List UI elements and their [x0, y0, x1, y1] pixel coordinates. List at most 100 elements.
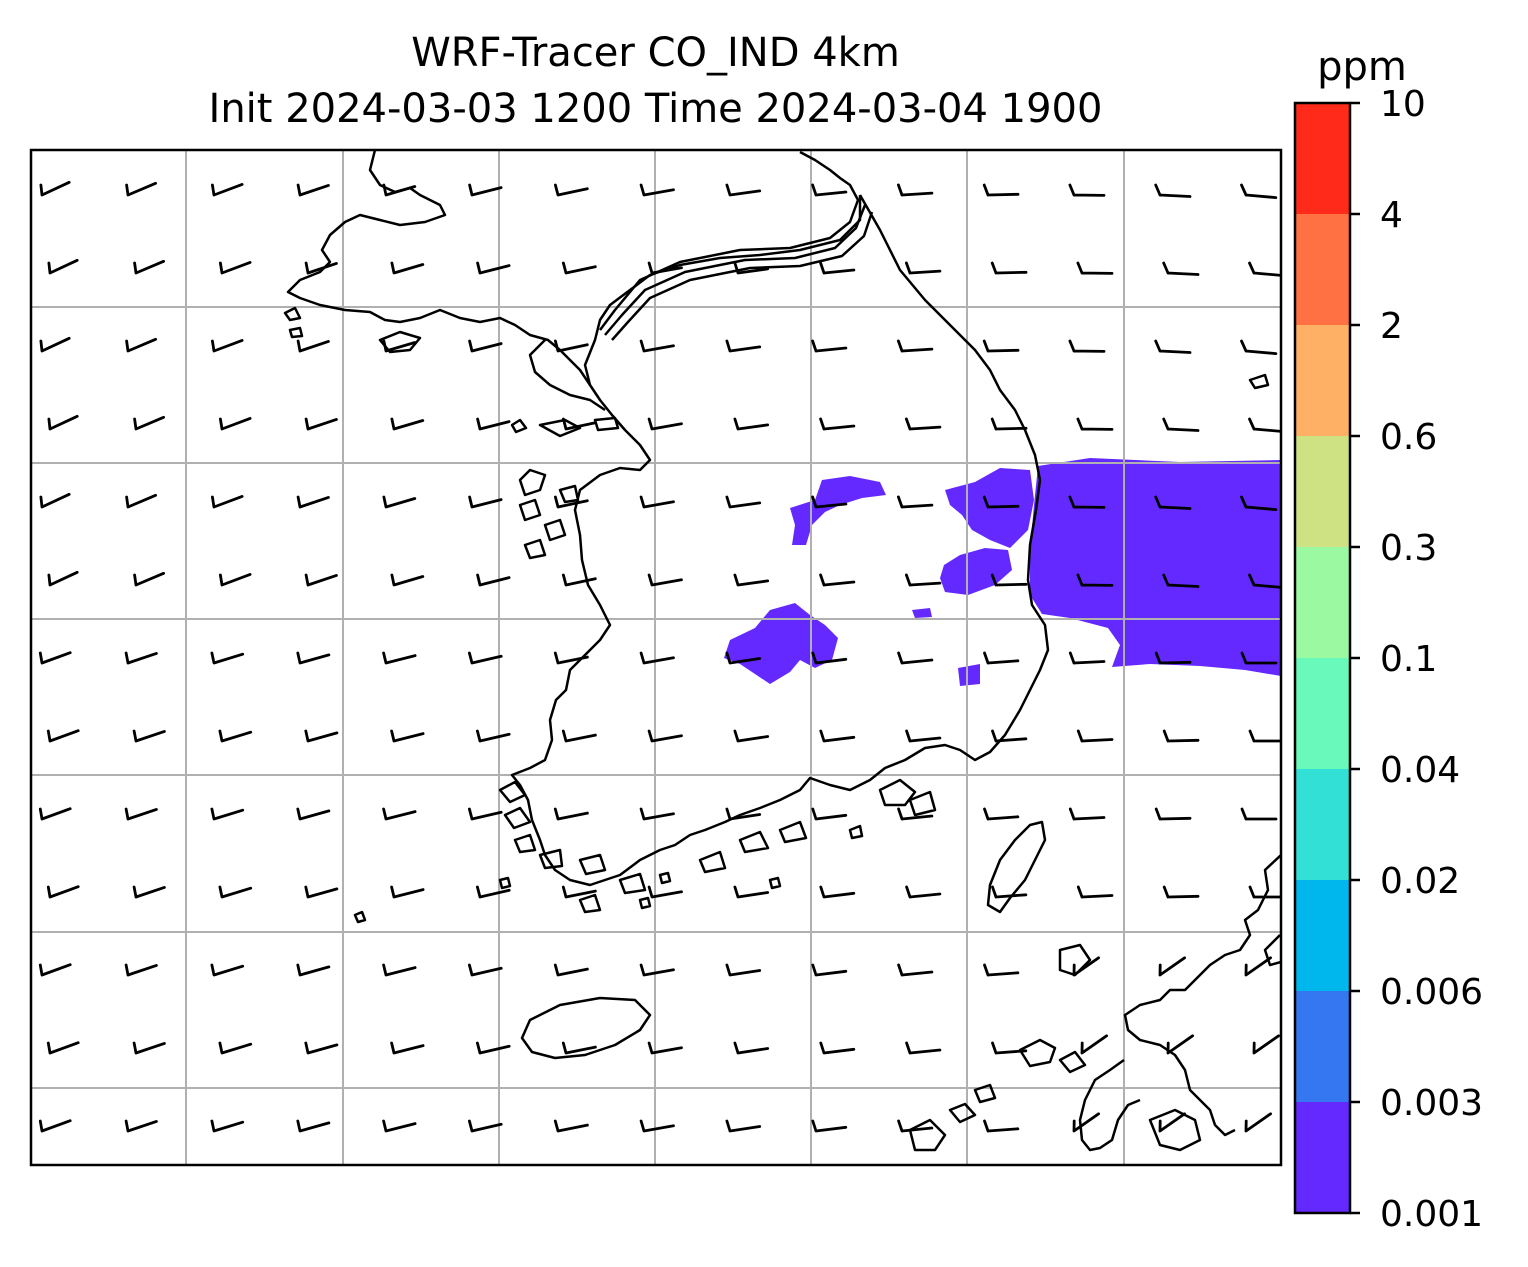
wind-barb [382, 807, 417, 821]
wind-barb [1244, 1112, 1272, 1133]
wind-barb [1158, 1112, 1186, 1133]
wind-barb [124, 1119, 158, 1133]
coastlines [283, 150, 1281, 1152]
wind-barb [390, 729, 425, 743]
wind-barb [38, 1119, 72, 1133]
wind-barb [210, 651, 245, 665]
wind-barb [982, 495, 1020, 509]
wind-barb [1248, 729, 1281, 743]
wind-barb [1240, 651, 1278, 665]
wind-barb [554, 183, 589, 197]
wind-barb [553, 807, 589, 821]
wind-barb [476, 417, 511, 431]
wind-barb [218, 1041, 253, 1055]
colorbar-tick-label: 0.003 [1380, 1083, 1483, 1124]
wind-barb [811, 651, 848, 665]
wind-barb [133, 415, 165, 431]
wind-barb [1154, 495, 1192, 510]
colorbar-tick-label: 4 [1380, 195, 1403, 236]
colorbar-bin [1295, 436, 1350, 547]
wind-barb [983, 963, 1020, 977]
colorbar-bin [1295, 214, 1350, 325]
wind-barb [639, 183, 675, 197]
colorbar-bin [1295, 769, 1350, 880]
colorbar-bin [1295, 880, 1350, 991]
china-korea-border-inner [604, 204, 867, 336]
wind-barb [1166, 1034, 1194, 1055]
wind-barb [725, 963, 762, 977]
wind-barb [133, 259, 165, 275]
wind-barb [647, 1041, 683, 1055]
wind-barb [47, 414, 79, 431]
wind-barb [991, 1041, 1028, 1055]
wind-barb [39, 180, 71, 197]
small-island-7 [1248, 373, 1270, 390]
wind-barb [132, 729, 166, 743]
jeju-island [520, 996, 652, 1060]
small-island-2 [288, 326, 304, 339]
wind-barb [219, 573, 252, 587]
wind-barb [990, 573, 1028, 587]
wind-barb [811, 339, 848, 353]
small-island-6 [593, 416, 620, 432]
wind-barb [905, 417, 942, 431]
wind-barb [725, 651, 762, 665]
wind-barb [725, 183, 762, 197]
wind-barb [476, 261, 511, 275]
wind-barb [1068, 807, 1106, 821]
wind-barb [382, 963, 417, 977]
wind-barb [1076, 417, 1114, 431]
wind-barb [639, 1119, 675, 1133]
wind-barb [553, 651, 589, 665]
wind-barb [1240, 807, 1278, 821]
wind-barb [132, 1041, 166, 1055]
wind-barb [468, 1119, 503, 1133]
wind-barb [132, 885, 166, 899]
wind-barb [1154, 651, 1192, 665]
wind-barb [382, 495, 417, 509]
chart-title-line1: WRF-Tracer CO_IND 4km [411, 30, 900, 76]
gridlines [31, 150, 1281, 1165]
wind-barb [639, 963, 675, 977]
china-west-coast [528, 339, 606, 412]
wind-barb [819, 1041, 856, 1055]
wind-barb [905, 729, 942, 743]
wind-barb [382, 339, 417, 353]
wind-barb [1248, 261, 1281, 277]
wind-barb [304, 1041, 339, 1055]
south-coast-islands [353, 778, 937, 924]
wind-barb [733, 729, 770, 743]
plume-east-main [1030, 458, 1281, 676]
wind-barb [124, 651, 158, 665]
wind-barb [133, 571, 165, 587]
colorbar-bin [1295, 991, 1350, 1102]
wind-barb [1076, 729, 1114, 743]
wind-barb [553, 1119, 589, 1133]
wind-barb [811, 183, 848, 197]
wind-barbs [38, 180, 1281, 1133]
colorbar-tick-label: 0.6 [1380, 417, 1437, 458]
wind-barb [382, 1119, 417, 1133]
wind-barb [639, 339, 675, 353]
wind-barb [47, 258, 79, 275]
wind-barb [1248, 417, 1281, 433]
wind-barb [476, 573, 511, 587]
wind-barb [296, 183, 330, 197]
wind-barb [1244, 956, 1272, 977]
wind-barb [990, 417, 1028, 431]
wind-barb [1154, 807, 1192, 821]
wind-barb [561, 729, 597, 743]
wind-barb [46, 729, 80, 743]
small-island-5 [538, 418, 582, 438]
colorbar-tick-label: 0.006 [1380, 972, 1483, 1013]
wind-barb [811, 1119, 848, 1133]
colorbar-tick-label: 10 [1380, 84, 1426, 125]
china-korea-border [599, 150, 860, 331]
wind-barb [905, 1041, 942, 1055]
wind-barb [382, 183, 417, 197]
wind-barb [468, 963, 503, 977]
wind-barb [211, 183, 244, 197]
colorbar-bin [1295, 103, 1350, 214]
map-frame [29, 148, 1283, 1167]
